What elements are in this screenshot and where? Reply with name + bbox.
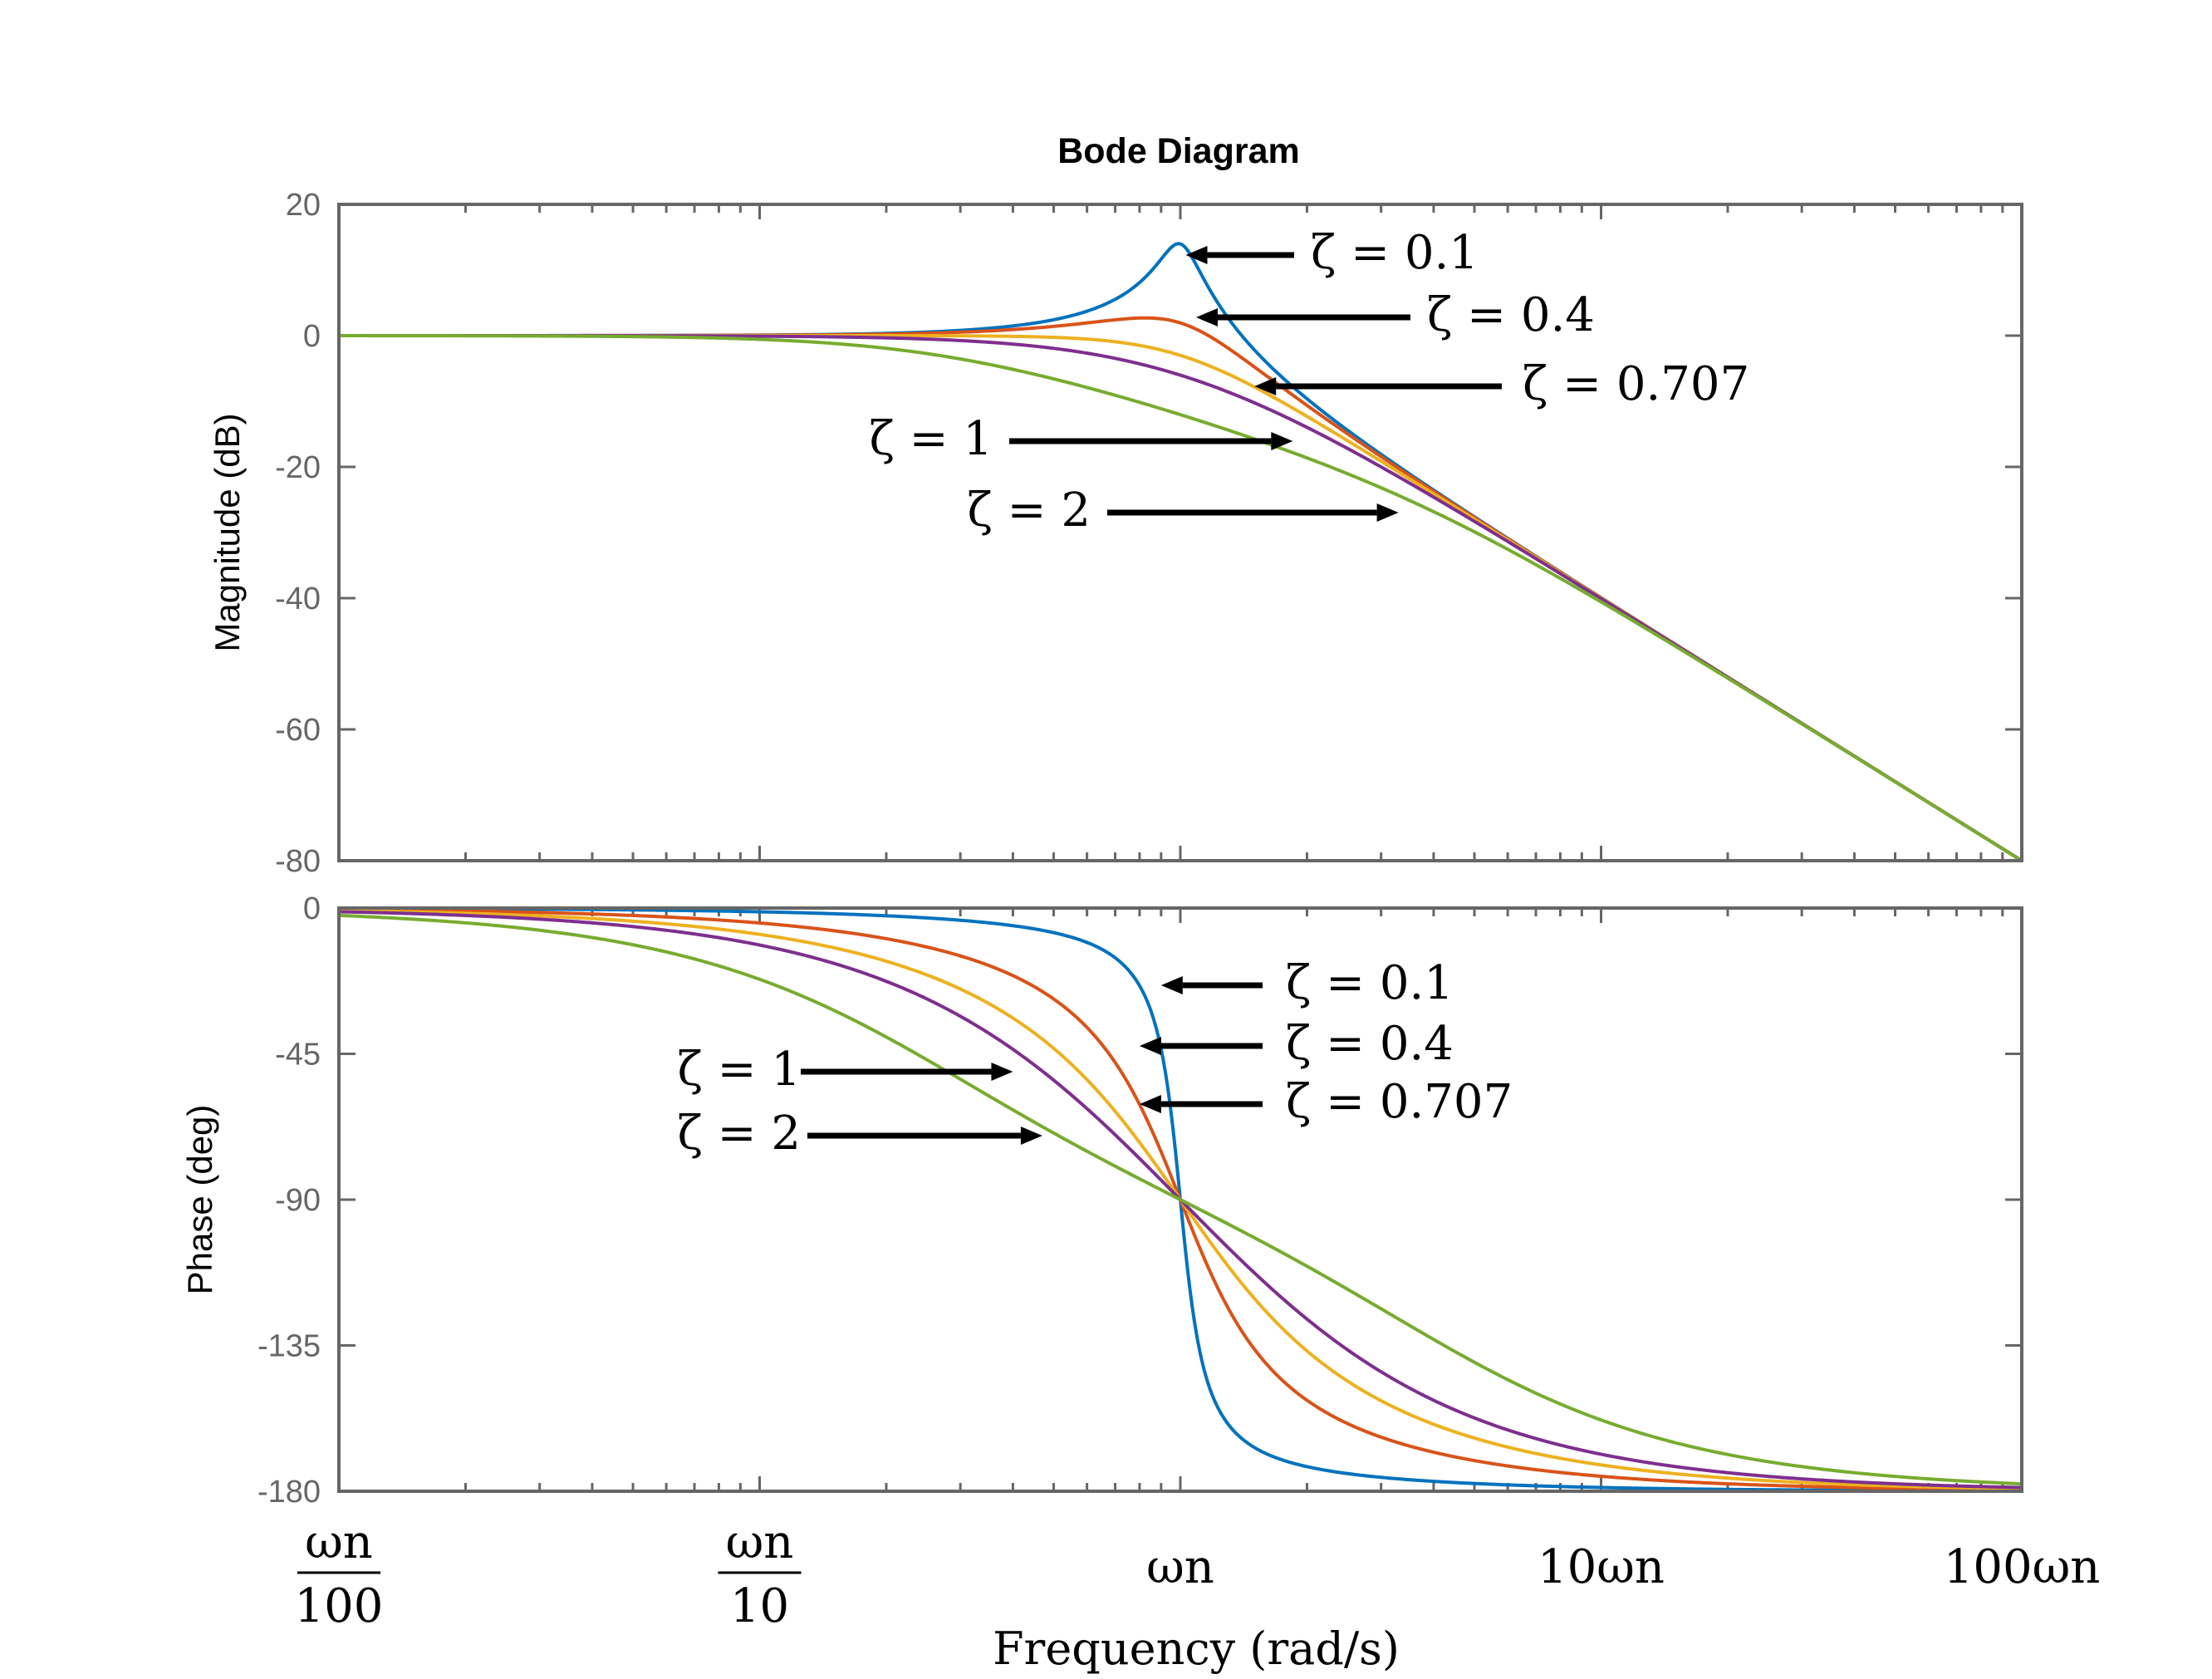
magnitude-curves [339, 242, 2023, 862]
ph-annotation-arrow-head [1160, 976, 1183, 994]
ph-annotation-zeta-0.707: ζ = 0.707 [1139, 1075, 1513, 1129]
mag-y-tick-label: 20 [286, 188, 321, 223]
mag-y-tick-label: 0 [303, 319, 321, 354]
ph-y-tick-label: 0 [303, 891, 321, 926]
x-tick-denominator: 10 [730, 1579, 789, 1633]
ph-annotation-label: ζ = 0.707 [1286, 1075, 1513, 1129]
x-tick-label-fraction: ωn 10 [718, 1515, 802, 1633]
mag-y-tick-label: -60 [275, 713, 321, 748]
chart-title: Bode Diagram [1057, 131, 1300, 171]
ph-annotation-zeta-0.1: ζ = 0.1 [1160, 956, 1454, 1010]
ph-annotation-arrow-head [1139, 1095, 1161, 1113]
magnitude-y-tick-labels: 20 0 -20 -40 -60 -80 [275, 188, 321, 879]
ph-y-tick-label: -135 [257, 1329, 321, 1364]
magnitude-tick-marks [339, 203, 2022, 862]
x-tick-label: ωn [1146, 1540, 1214, 1594]
ph-curve-zeta-2 [338, 913, 2023, 1486]
mag-annotation-zeta-2: ζ = 2 [967, 484, 1399, 538]
phase-y-tick-labels: 0 -45 -90 -135 -180 [257, 891, 321, 1510]
mag-annotation-zeta-1: ζ = 1 [869, 412, 1293, 466]
mag-y-tick-label: -80 [275, 844, 321, 879]
ph-annotation-zeta-2: ζ = 2 [677, 1107, 1042, 1161]
mag-annotation-label: ζ = 0.707 [1523, 357, 1749, 411]
mag-annotation-arrow-head [1195, 308, 1218, 326]
phase-annotations: ζ = 0.1 ζ = 0.4ζ = 0.707 ζ = 1 ζ = 2 [677, 956, 1513, 1161]
mag-annotation-arrow-head [1254, 377, 1277, 395]
ph-annotation-arrow-head [1020, 1127, 1042, 1145]
mag-annotation-arrow-head [1185, 246, 1208, 264]
x-tick-numerator: ωn [305, 1515, 373, 1569]
mag-y-tick-label: -40 [275, 582, 321, 616]
mag-annotation-zeta-0.4: ζ = 0.4 [1195, 288, 1595, 342]
ph-y-tick-label: -90 [275, 1183, 321, 1218]
x-axis-label: Frequency (rad/s) [993, 1623, 1400, 1675]
magnitude-ylabel: Magnitude (dB) [208, 413, 247, 651]
mag-annotation-zeta-0.707: ζ = 0.707 [1254, 357, 1749, 411]
magnitude-annotations: ζ = 0.1 ζ = 0.4 ζ = 0.707 ζ = 1 ζ = 2 [869, 226, 1749, 538]
magnitude-axes-frame [337, 203, 2023, 862]
mag-annotation-label: ζ = 0.1 [1311, 226, 1479, 280]
ph-annotation-zeta-1: ζ = 1 [677, 1043, 1013, 1097]
ph-y-tick-label: -45 [275, 1038, 321, 1073]
ph-annotation-label: ζ = 1 [677, 1043, 801, 1097]
mag-annotation-arrow-head [1376, 503, 1399, 522]
x-tick-denominator: 100 [295, 1579, 384, 1633]
ph-annotation-label: ζ = 0.1 [1286, 956, 1454, 1010]
mag-annotation-label: ζ = 0.4 [1427, 288, 1595, 342]
mag-curve-zeta-0.4 [339, 316, 2023, 862]
ph-annotation-arrow-head [991, 1063, 1013, 1081]
phase-panel: 0-45-90-135-180 Phase (deg) ζ = 0.1ζ = 0… [180, 891, 2023, 1510]
x-tick-label-fraction: ωn 100 [295, 1515, 384, 1633]
mag-annotation-arrow-head [1271, 432, 1293, 450]
ph-annotation-label: ζ = 2 [677, 1107, 801, 1161]
mag-annotation-zeta-0.1: ζ = 0.1 [1185, 226, 1479, 280]
x-tick-numerator: ωn [726, 1515, 794, 1569]
phase-curves [338, 906, 2023, 1493]
ph-y-tick-label: -180 [257, 1475, 321, 1510]
x-tick-label: 100ωn [1944, 1540, 2101, 1594]
ph-annotation-arrow-head [1139, 1037, 1161, 1055]
mag-annotation-label: ζ = 1 [869, 412, 993, 466]
mag-y-tick-label: -20 [275, 450, 321, 485]
x-tick-label: 10ωn [1538, 1540, 1665, 1594]
ph-annotation-label: ζ = 0.4 [1286, 1017, 1454, 1071]
ph-annotation-zeta-0.4: ζ = 0.4 [1139, 1017, 1454, 1071]
phase-ylabel: Phase (deg) [180, 1105, 219, 1295]
mag-curve-zeta-2 [339, 334, 2023, 862]
phase-axes-frame [337, 906, 2023, 1493]
mag-annotation-label: ζ = 2 [967, 484, 1091, 538]
magnitude-panel: 200-20-40-60-80 Magnitude (dB) ζ = 0.1ζ … [208, 188, 2023, 879]
